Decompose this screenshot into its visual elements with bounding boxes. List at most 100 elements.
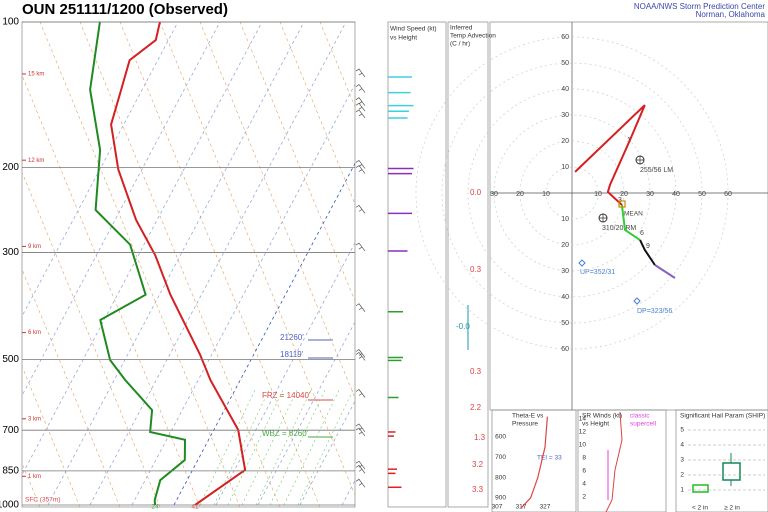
wind-barb [355,84,366,93]
surface-temperature: 41 [191,504,199,511]
title: OUN 251111/1200 (Observed) [22,1,228,18]
pressure-label: 500 [2,354,19,365]
hodo-label: 3 [618,197,622,204]
storm-motion-cross [599,214,607,222]
advection-value: 1.3 [474,433,486,442]
isotherm [47,22,305,506]
wind-barb [355,102,366,112]
mixing-ratio [255,389,312,506]
advection-title: (C / hr) [450,41,470,48]
hodo-ring-label: 20 [620,191,628,198]
isotherm [89,22,347,506]
theta-title: Theta-E vs [512,413,544,420]
ship-xlabel: ≥ 2 in [724,505,740,512]
hodo-trace [620,204,641,241]
hodo-ring-label: 30 [490,191,498,198]
height-label: 3 km [28,416,41,422]
skewt-plot [22,22,355,507]
sr-title: vs Height [582,421,609,428]
ship-tick: 3 [680,457,684,464]
wind-panel-subtitle: vs Height [390,35,417,42]
wind-barb [355,423,366,433]
wind-barb [355,427,366,437]
hodo-ring-label: 30 [646,191,654,198]
hodo-ring-label: 50 [561,320,569,327]
hodo-label: 310/20 RM [602,225,636,232]
theta-ptick: 900 [495,495,506,502]
mixing-ratio [241,389,298,506]
hodo-ring-label: 60 [561,34,569,41]
org: NOAA/NWS Storm Prediction Center [634,2,765,11]
temperature-line [110,22,247,506]
hodo-ring-label: 10 [561,164,569,171]
mixing-ratio [269,389,326,506]
sr-tick: 6 [582,468,586,475]
hodo-ring-label: 40 [561,86,569,93]
advection-value: -0.0 [456,322,470,331]
mixing-ratio [227,389,284,506]
wind-barb [355,464,366,474]
mixing-ratio [297,389,354,506]
theta-profile [520,416,548,509]
hodo-trace [654,264,676,279]
height-label: 12 km [28,158,44,164]
vector-marker [578,259,586,267]
height-label: 1 km [28,474,41,480]
ship-tick: 5 [680,427,684,434]
hodo-ring-label: 30 [561,112,569,119]
location: Norman, Oklahoma [696,10,766,19]
sr-legend: supercell [630,421,657,428]
height-label: 6 km [28,330,41,336]
theta-title: Pressure [512,421,538,428]
isotherm [131,83,355,506]
pressure-label: 700 [2,425,19,436]
hodo-ring-label: 60 [724,191,732,198]
wind-barb [355,303,366,312]
height-label: 9 km [28,244,41,250]
wind-barb [355,351,366,361]
annotation: 18119' [280,350,304,359]
hodo-label: 255/56 LM [640,167,673,174]
sr-tick: 4 [582,481,586,488]
sr-profile [605,411,623,512]
wind-barb [355,242,366,252]
hodo-ring-label: 20 [561,242,569,249]
hodo-ring-label: 10 [594,191,602,198]
surface-dewpoint: 24 [151,504,159,511]
advection-value: 0.3 [470,367,482,376]
pressure-label: 200 [2,162,19,173]
hodo-ring [493,114,651,272]
isotherm [299,400,355,506]
theta-ptick: 600 [495,434,506,441]
dewpoint-line [89,22,187,506]
wind-barb [355,460,366,470]
advection-value: 3.3 [472,485,484,494]
hodo-ring-label: 40 [672,191,680,198]
hodo-ring [545,166,599,220]
hodo-ring-label: 40 [561,294,569,301]
wind-barb [355,478,366,488]
hodo-label: 9 [646,243,650,250]
sr-tick: 8 [582,455,586,462]
hodo-ring [441,62,703,324]
advection-value: 0.3 [470,265,482,274]
advection-title: Temp Advection [450,33,496,40]
ship-title: Significant Hail Param (SHIP) [680,413,765,420]
wind-barb [355,68,366,78]
pressure-label: 100 [2,17,19,28]
hodo-ring-label: 50 [561,60,569,67]
hodo-ring-label: 10 [561,216,569,223]
pressure-label: 1000 [0,500,19,511]
ship-boxes [692,453,741,493]
hodo-label: 6 [640,230,644,237]
hodo-ring-label: 30 [561,268,569,275]
advection-value: 2.2 [470,403,482,412]
hodo-ring-label: 10 [542,191,550,198]
hodo-ring [519,140,625,246]
isotherm [257,321,355,506]
hodo-ring-label: 20 [561,138,569,145]
advection-value: 3.2 [472,460,484,469]
hodo-ring-label: 20 [516,191,524,198]
hodo-ring [467,88,677,298]
sr-tick: 12 [579,429,587,436]
